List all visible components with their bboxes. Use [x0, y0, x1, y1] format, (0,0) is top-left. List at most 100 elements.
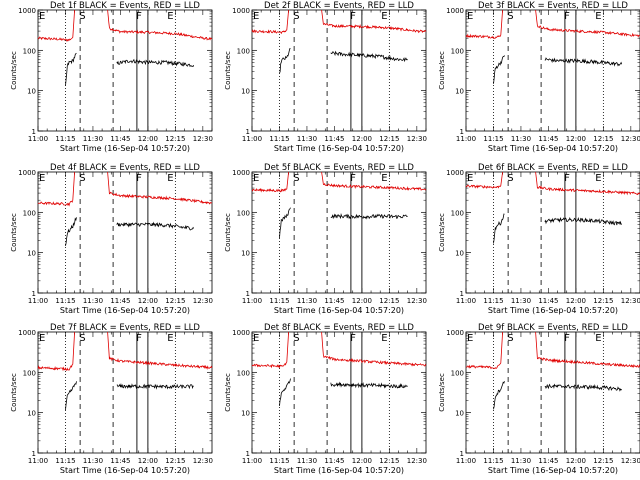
marker-label: E: [467, 173, 473, 184]
x-tick-label: 12:15: [593, 457, 613, 465]
y-axis-label: Counts/sec: [10, 213, 18, 252]
events-series-line: [65, 217, 77, 246]
y-tick-label: 100: [237, 209, 250, 217]
events-series-line: [330, 50, 408, 63]
marker-label: E: [167, 11, 173, 22]
x-tick-label: 12:30: [193, 135, 213, 143]
y-tick-label: 100: [451, 47, 464, 55]
x-tick-label: 12:15: [165, 135, 185, 143]
x-tick-label: 11:45: [324, 457, 344, 465]
events-series-line: [65, 381, 77, 411]
plot-frame: [251, 171, 427, 294]
x-tick-label: 12:30: [407, 135, 427, 143]
chart-panel-9: Det 9f BLACK = Events, RED = LLD 1 10 100 10…: [438, 323, 640, 475]
x-tick-label: 11:45: [538, 135, 558, 143]
marker-label: F: [350, 333, 356, 344]
marker-label: S: [507, 333, 513, 344]
y-tick-label: 1: [32, 128, 36, 136]
x-axis-label: Start Time (16-Sep-04 10:57:20): [274, 306, 404, 315]
lld-series-line: [321, 9, 427, 34]
x-tick-label: 12:15: [165, 457, 185, 465]
x-tick-label: 11:30: [511, 135, 531, 143]
y-tick-label: 100: [23, 209, 36, 217]
lld-series-line: [465, 331, 503, 370]
y-tick-label: 100: [23, 47, 36, 55]
x-tick-label: 11:45: [110, 457, 130, 465]
x-axis-label: Start Time (16-Sep-04 10:57:20): [488, 306, 618, 315]
x-tick-label: 12:15: [379, 457, 399, 465]
lld-series-line: [251, 9, 289, 35]
chart-title: Det 2f BLACK = Events, RED = LLD: [264, 1, 414, 11]
marker-label: F: [136, 333, 142, 344]
x-tick-label: 11:00: [456, 135, 476, 143]
x-tick-label: 11:15: [55, 135, 75, 143]
x-tick-label: 11:30: [297, 457, 317, 465]
y-axis-label: Counts/sec: [10, 373, 18, 412]
events-series-line: [330, 381, 408, 389]
marker-label: E: [381, 173, 387, 184]
lld-series-line: [107, 331, 213, 370]
lld-series-line: [37, 9, 75, 42]
events-series-line: [116, 58, 195, 68]
plot-frame: [251, 9, 427, 132]
lld-series-line: [251, 331, 289, 369]
chart-panel-7: Det 7f BLACK = Events, RED = LLD 1 10 100 10…: [10, 323, 213, 475]
events-series-line: [544, 217, 622, 226]
y-tick-label: 10: [27, 410, 36, 418]
marker-label: E: [595, 11, 601, 22]
y-tick-label: 100: [23, 369, 36, 377]
x-tick-label: 11:15: [483, 297, 503, 305]
x-tick-label: 12:30: [193, 457, 213, 465]
x-tick-label: 12:00: [566, 457, 586, 465]
y-tick-label: 1000: [232, 7, 250, 15]
x-tick-label: 11:30: [83, 457, 103, 465]
y-axis-label: Counts/sec: [438, 213, 446, 252]
events-series-line: [116, 383, 194, 390]
x-tick-label: 11:45: [110, 297, 130, 305]
y-tick-label: 1: [460, 290, 464, 298]
chart-panel-5: Det 5f BLACK = Events, RED = LLD 1 10 100 10…: [224, 163, 427, 315]
x-tick-label: 12:15: [379, 135, 399, 143]
lld-series-line: [321, 331, 427, 367]
y-tick-label: 1000: [232, 329, 250, 337]
plot-frame: [37, 9, 213, 132]
chart-title: Det 7f BLACK = Events, RED = LLD: [50, 323, 200, 333]
plot-frame: [465, 9, 640, 132]
x-axis-label: Start Time (16-Sep-04 10:57:20): [60, 466, 190, 475]
x-axis-label: Start Time (16-Sep-04 10:57:20): [274, 466, 404, 475]
x-tick-label: 11:00: [242, 135, 262, 143]
events-series-line: [279, 47, 291, 74]
marker-label: S: [293, 333, 299, 344]
events-series-line: [65, 52, 77, 86]
x-axis-label: Start Time (16-Sep-04 10:57:20): [274, 144, 404, 153]
x-tick-label: 11:00: [28, 135, 48, 143]
x-tick-label: 11:15: [55, 297, 75, 305]
lld-series-line: [37, 171, 75, 207]
y-axis-label: Counts/sec: [438, 51, 446, 90]
y-tick-label: 1000: [18, 7, 36, 15]
x-tick-label: 11:15: [55, 457, 75, 465]
marker-label: E: [167, 333, 173, 344]
x-tick-label: 12:00: [352, 135, 372, 143]
y-axis-label: Counts/sec: [224, 373, 232, 412]
y-axis-label: Counts/sec: [224, 213, 232, 252]
x-tick-label: 11:45: [538, 457, 558, 465]
lld-series-line: [107, 171, 213, 205]
y-tick-label: 1000: [446, 169, 464, 177]
events-series-line: [116, 221, 195, 231]
x-tick-label: 12:30: [193, 297, 213, 305]
chart-title: Det 9f BLACK = Events, RED = LLD: [478, 323, 628, 333]
chart-title: Det 5f BLACK = Events, RED = LLD: [264, 163, 414, 173]
x-tick-label: 12:15: [165, 297, 185, 305]
chart-panel-2: Det 2f BLACK = Events, RED = LLD 1 10 100 10…: [224, 1, 427, 153]
y-tick-label: 100: [237, 369, 250, 377]
y-tick-label: 1: [32, 290, 36, 298]
marker-label: E: [595, 333, 601, 344]
x-tick-label: 12:00: [352, 297, 372, 305]
marker-label: E: [381, 333, 387, 344]
marker-label: E: [253, 173, 259, 184]
x-tick-label: 11:00: [456, 457, 476, 465]
x-tick-label: 11:45: [110, 135, 130, 143]
x-tick-label: 11:15: [483, 135, 503, 143]
